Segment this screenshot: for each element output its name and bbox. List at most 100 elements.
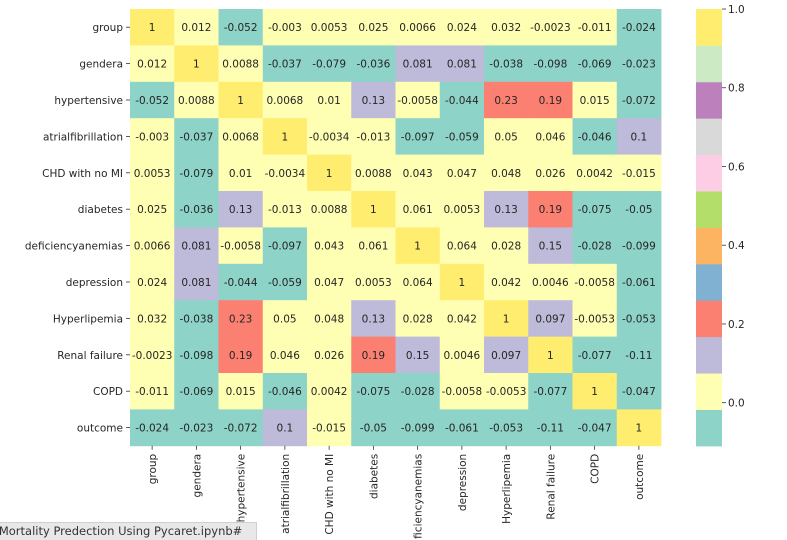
heatmap-cell [616, 81, 662, 119]
heatmap-cell [616, 154, 662, 192]
heatmap-cell [307, 373, 352, 410]
heatmap-cell [351, 154, 396, 192]
heatmap-cell [130, 336, 175, 374]
cell-annotation: -0.053 [489, 423, 523, 435]
y-tick-label: depression [66, 277, 123, 289]
cell-annotation: -0.028 [401, 386, 435, 398]
cell-annotation: -0.0058 [574, 277, 615, 289]
heatmap-cell [174, 373, 219, 410]
heatmap-cell [351, 9, 396, 46]
heatmap-cell [262, 9, 308, 46]
heatmap-cell [439, 191, 485, 228]
cell-annotation: -0.079 [312, 59, 346, 71]
heatmap-cell [174, 300, 219, 337]
heatmap-cell [395, 118, 441, 155]
cell-annotation: -0.061 [622, 277, 656, 289]
cell-annotation: 0.19 [362, 350, 385, 362]
cell-annotation: 0.043 [403, 168, 433, 180]
cell-annotation: 0.0068 [267, 95, 304, 107]
heatmap-cell [174, 154, 219, 192]
heatmap-cell [572, 409, 618, 447]
heatmap-cell [218, 227, 264, 265]
cell-annotation: 0.0088 [222, 59, 259, 71]
y-axis-labels: group gendera hypertensive atrialfibrillati… [25, 22, 130, 435]
cell-annotation: -0.0053 [486, 386, 527, 398]
cell-annotation: -0.037 [268, 59, 302, 71]
cell-annotation: 0.0053 [444, 204, 481, 216]
cell-annotation: 0.043 [314, 241, 344, 253]
cell-annotation: -0.05 [360, 423, 387, 435]
heatmap-cell [572, 45, 618, 83]
heatmap-cell [262, 45, 308, 83]
cell-annotation: 0.064 [403, 277, 433, 289]
cell-annotation: -0.11 [537, 423, 564, 435]
cell-annotation: -0.077 [578, 350, 612, 362]
cell-annotation: 0.0088 [178, 95, 215, 107]
heatmap-cell [439, 81, 485, 119]
heatmap-cell [484, 81, 529, 119]
colorbar-tick-label: 0.0 [728, 398, 745, 410]
cell-annotation: -0.044 [445, 95, 479, 107]
cell-annotation: 0.15 [539, 241, 562, 253]
y-tick-label: Hyperlipemia [53, 313, 123, 325]
heatmap-cell [307, 81, 352, 119]
cell-annotation: 0.046 [535, 131, 565, 143]
heatmap-cell [572, 9, 618, 46]
cell-annotation: 0.042 [491, 277, 521, 289]
cell-annotation: -0.0058 [220, 241, 261, 253]
cell-annotation: -0.077 [533, 386, 567, 398]
y-tick-label: group [93, 22, 124, 34]
heatmap-cell [484, 263, 529, 301]
heatmap-cell [528, 45, 573, 83]
heatmap-cell [528, 300, 573, 337]
cell-annotation: 0.064 [447, 241, 477, 253]
cell-annotation: -0.05 [625, 204, 652, 216]
heatmap-cell [174, 336, 219, 374]
heatmap-cell [307, 9, 352, 46]
heatmap-cell [528, 191, 573, 228]
heatmap-cell [616, 227, 662, 265]
cell-annotation: -0.011 [135, 386, 169, 398]
cell-annotation: -0.015 [622, 168, 656, 180]
heatmap-cell [174, 81, 219, 119]
heatmap-cell [262, 373, 308, 410]
heatmap-cell [528, 118, 573, 155]
cell-annotation: 1 [193, 59, 200, 71]
x-tick-label: deficiencyanemias [413, 454, 425, 539]
x-tick-label: depression [457, 454, 469, 511]
colorbar-segment [696, 373, 722, 410]
heatmap-cell [218, 118, 264, 155]
heatmap-cell [528, 263, 573, 301]
heatmap-cell [395, 263, 441, 301]
heatmap-cell [307, 118, 352, 155]
cell-annotation: 0.025 [137, 204, 167, 216]
cell-annotation: -0.047 [578, 423, 612, 435]
heatmap-cell [616, 336, 662, 374]
heatmap-cell [439, 336, 485, 374]
x-tick-label: group [147, 453, 159, 484]
heatmap-cell [351, 409, 396, 447]
cell-annotation: -0.037 [179, 131, 213, 143]
heatmap-cell [307, 45, 352, 83]
cell-annotation: 0.13 [494, 204, 517, 216]
heatmap-cell [395, 154, 441, 192]
colorbar-segment [696, 191, 722, 228]
cell-annotation: -0.0034 [265, 168, 306, 180]
cell-annotation: 0.19 [229, 350, 252, 362]
cell-annotation: 0.01 [229, 168, 252, 180]
heatmap-cell [395, 191, 441, 228]
cell-annotation: 0.097 [535, 313, 565, 325]
x-tick-label: hypertensive [236, 454, 248, 523]
heatmap-cell [218, 300, 264, 337]
heatmap-cell [439, 409, 485, 447]
cell-annotation: 0.015 [226, 386, 256, 398]
heatmap-cell [572, 263, 618, 301]
cell-annotation: 0.19 [539, 204, 562, 216]
cell-annotation: 0.048 [491, 168, 521, 180]
cell-annotation: 1 [503, 313, 510, 325]
heatmap-cell [351, 45, 396, 83]
cell-annotation: 0.025 [358, 22, 388, 34]
heatmap-cell [395, 373, 441, 410]
notebook-tab[interactable]: l Mortality Predection Using Pycaret.ipy… [0, 522, 258, 540]
heatmap-cell [572, 191, 618, 228]
